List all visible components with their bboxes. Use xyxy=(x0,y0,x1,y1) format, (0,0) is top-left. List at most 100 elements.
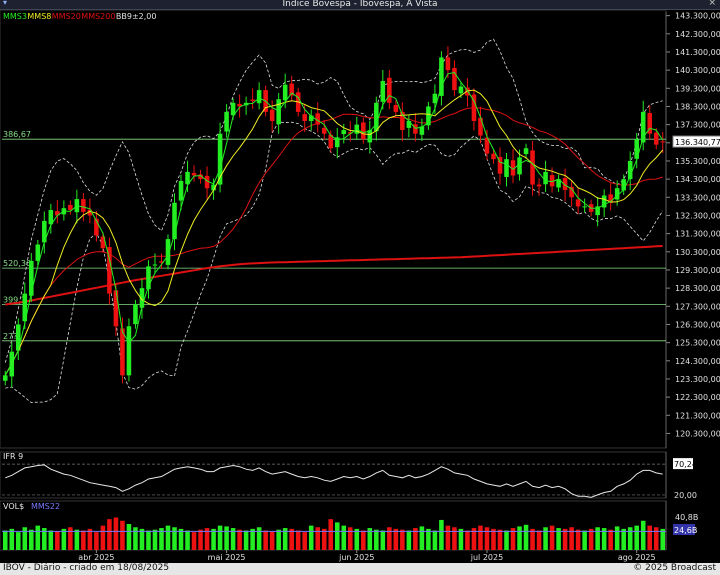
candle xyxy=(393,105,399,112)
volume-bar xyxy=(536,530,542,550)
volume-bar xyxy=(87,528,93,550)
footer-created-label: IBOV - Diário - criado em 18/08/2025 xyxy=(3,563,170,573)
volume-legend: MMS22 xyxy=(31,502,60,511)
candle xyxy=(543,171,548,185)
candle xyxy=(94,218,99,236)
volume-bar xyxy=(217,525,223,550)
candle xyxy=(445,57,451,71)
y-tick-label: 141.300,00 xyxy=(675,48,720,57)
volume-bar xyxy=(510,528,516,550)
volume-bar xyxy=(256,527,262,550)
candle xyxy=(621,179,626,191)
footer-copyright: © 2025 Broadcast xyxy=(633,563,716,573)
volume-bar xyxy=(126,524,132,550)
candle xyxy=(510,160,516,176)
candle xyxy=(634,139,639,159)
candle xyxy=(374,102,379,132)
candle xyxy=(334,137,340,148)
candle xyxy=(120,328,125,376)
candle xyxy=(549,175,555,187)
candle xyxy=(308,115,314,121)
candle xyxy=(282,84,288,101)
volume-bar xyxy=(562,528,568,550)
volume-bar xyxy=(74,529,80,550)
candle xyxy=(341,130,347,135)
volume-bar xyxy=(146,530,151,550)
chart-area[interactable]: 120.300,00 121.300,00 122.300,00 123.300,00… xyxy=(0,10,720,563)
candle xyxy=(81,199,86,212)
y-tick-label: 125.300,00 xyxy=(675,339,720,348)
volume-bar xyxy=(159,528,164,550)
candle xyxy=(126,326,132,376)
last-value-badge xyxy=(672,135,720,148)
volume-bar xyxy=(341,525,347,550)
y-tick-label: 134.300,00 xyxy=(675,175,720,184)
status-footer: IBOV - Diário - criado em 18/08/2025 © 2… xyxy=(0,563,720,575)
volume-bar xyxy=(471,528,477,550)
volume-bar xyxy=(380,530,386,550)
legend-item: MMS200 xyxy=(81,12,115,21)
candle xyxy=(452,67,457,91)
volume-bar xyxy=(68,527,73,550)
volume-bar xyxy=(172,527,177,550)
candle xyxy=(595,206,600,216)
candle xyxy=(432,93,438,104)
volume-panel[interactable]: VOL$ MMS22 40,8B 24,6B xyxy=(0,500,698,551)
x-tick-label: jul 2025 xyxy=(470,553,503,562)
volume-bar xyxy=(269,531,275,550)
volume-bar xyxy=(100,525,106,550)
candle xyxy=(478,117,483,136)
volume-bar xyxy=(543,527,548,550)
volume-bar xyxy=(393,528,399,550)
price-panel[interactable]: 120.300,00 121.300,00 122.300,00 123.300,00… xyxy=(0,10,720,449)
candle xyxy=(68,204,73,211)
volume-bar xyxy=(426,528,431,550)
candle xyxy=(15,324,21,351)
candle xyxy=(107,247,112,294)
volume-bar xyxy=(653,527,659,550)
mms20-line xyxy=(4,107,663,376)
support-line-label: 520,36 xyxy=(3,259,31,268)
volume-bar xyxy=(582,530,587,550)
volume-bar xyxy=(113,517,119,550)
volume-bar xyxy=(347,527,353,550)
volume-bar xyxy=(575,529,581,550)
volume-bar xyxy=(321,528,327,550)
volume-bar xyxy=(289,528,294,550)
candle xyxy=(347,132,353,134)
bollinger-upper-line xyxy=(4,38,663,363)
volume-bar xyxy=(191,532,197,550)
mms8-line xyxy=(4,89,664,376)
volume-bar xyxy=(432,530,438,550)
candle xyxy=(191,172,197,176)
volume-bar xyxy=(224,526,229,550)
volume-bar xyxy=(647,525,653,550)
ifr-panel[interactable]: IFR 9 70,24 20,00 xyxy=(0,451,697,500)
close-icon[interactable]: × xyxy=(708,0,716,8)
volume-bar xyxy=(22,527,28,550)
ifr-line xyxy=(5,464,663,498)
ifr-tick-label: 20,00 xyxy=(674,491,697,500)
candle xyxy=(647,113,653,134)
support-line-label: 386,67 xyxy=(3,130,31,139)
candle xyxy=(113,290,119,327)
volume-bar xyxy=(315,527,321,550)
candle xyxy=(614,188,620,200)
volume-bar xyxy=(413,528,418,550)
volume-bar xyxy=(15,532,21,550)
candle xyxy=(504,159,509,177)
volume-bar xyxy=(139,528,145,550)
volume-bar xyxy=(484,527,490,550)
candle xyxy=(224,111,229,132)
y-tick-label: 131.300,00 xyxy=(675,230,720,239)
volume-bar xyxy=(621,528,626,550)
volume-bar xyxy=(608,529,613,550)
volume-bar xyxy=(107,519,112,550)
candle xyxy=(217,133,223,185)
volume-bar xyxy=(517,526,522,550)
window-menu-icon[interactable]: ▾ xyxy=(3,0,8,7)
candle xyxy=(471,94,477,121)
last-value-label: 136.340,77 xyxy=(675,138,720,147)
candle xyxy=(497,156,503,174)
y-tick-label: 139.300,00 xyxy=(675,84,720,93)
